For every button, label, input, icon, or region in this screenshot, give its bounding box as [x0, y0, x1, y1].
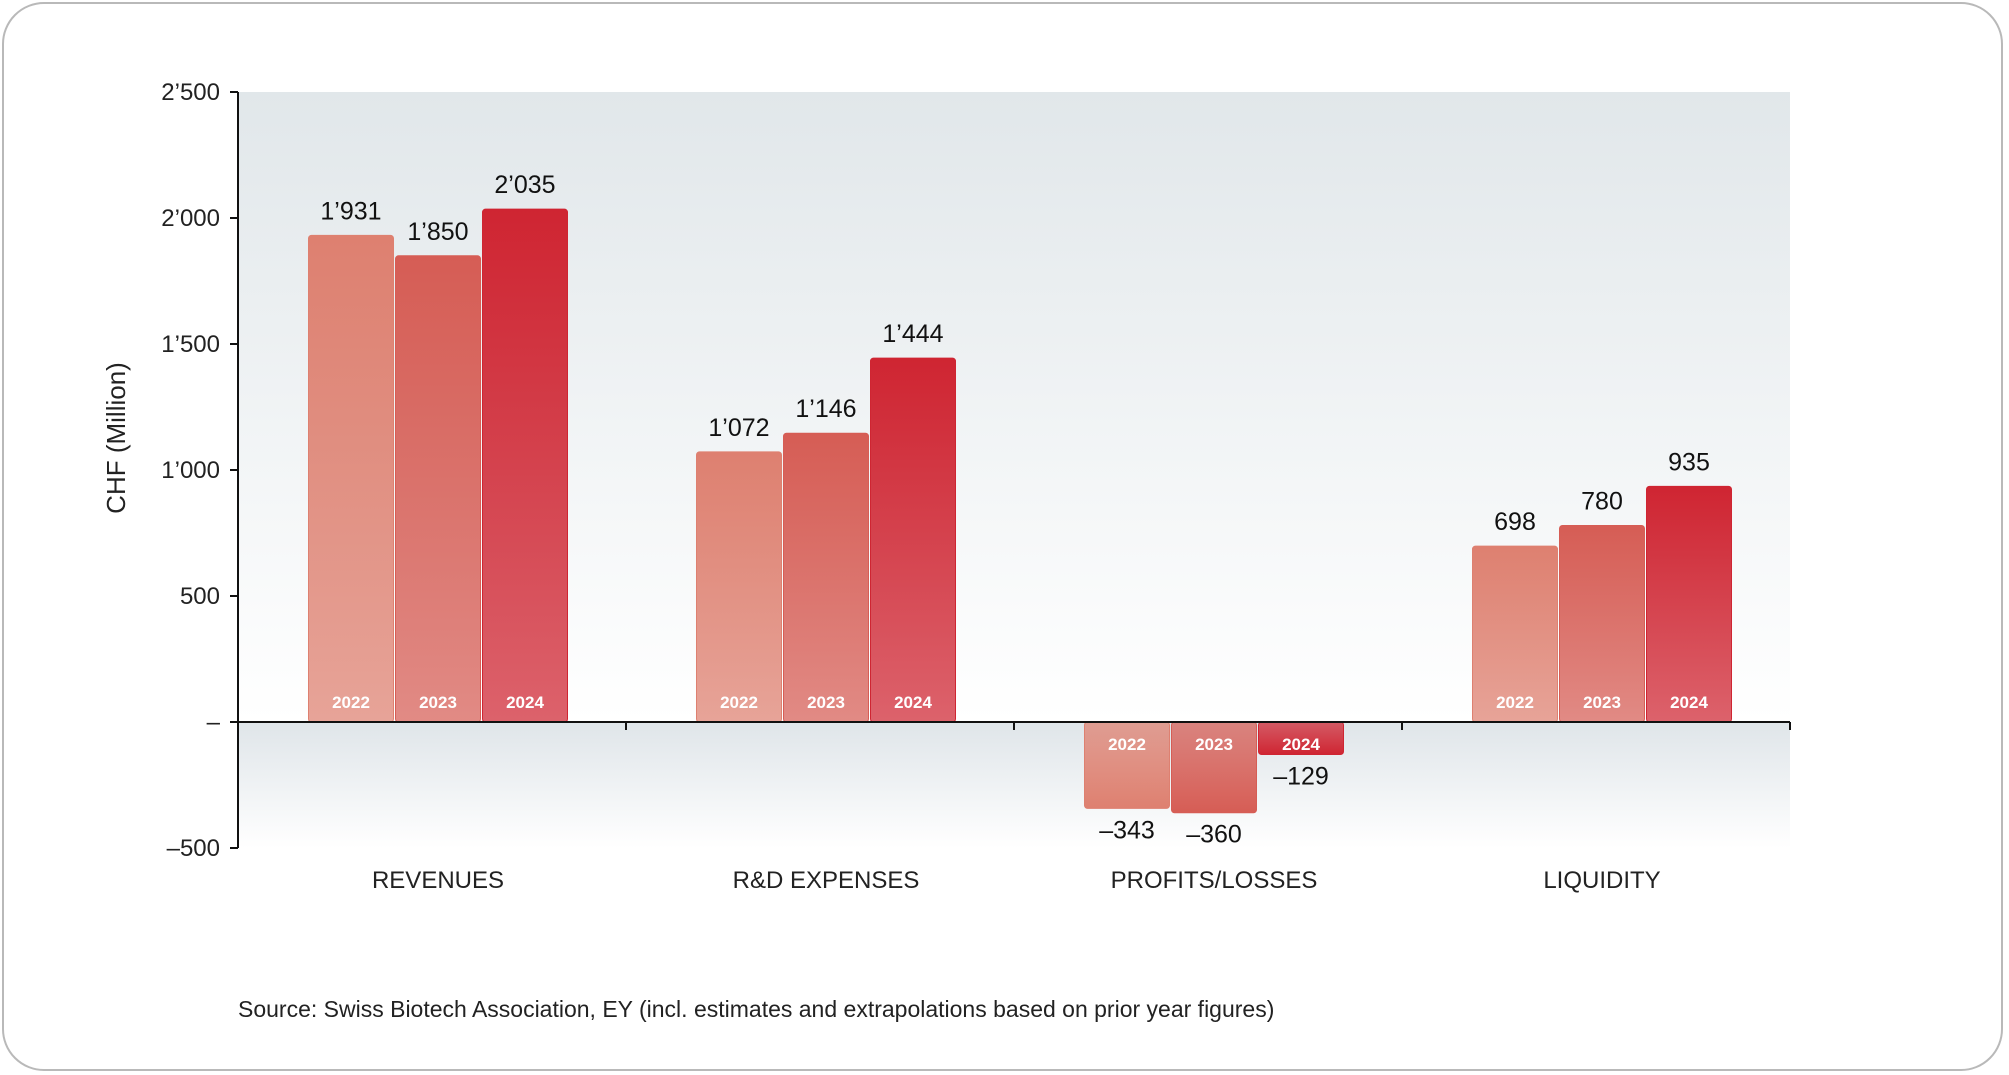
- y-tick-label: 500: [180, 583, 220, 610]
- bar-year-label: 2024: [506, 693, 544, 712]
- bar-revenues-2022: [308, 234, 394, 723]
- bar-year-label: 2023: [807, 693, 845, 712]
- labels-layer: 2022 1’931 2023 1’850 2024 2’035 REVENUES 2022 1…: [161, 79, 1710, 894]
- bar-year-label: 2022: [720, 693, 758, 712]
- data-label: 1’931: [320, 197, 381, 225]
- plot-background-negative: [238, 722, 1790, 848]
- axes-layer: [230, 91, 1791, 849]
- y-tick-label: 1’000: [161, 457, 220, 484]
- data-label: –360: [1186, 821, 1242, 849]
- data-label: 1’146: [795, 395, 856, 423]
- bar-year-label: 2024: [1670, 693, 1708, 712]
- bar-revenues-2023: [395, 255, 481, 723]
- bar-year-label: 2023: [419, 693, 457, 712]
- data-label: –129: [1273, 763, 1329, 791]
- category-label: REVENUES: [372, 867, 504, 894]
- data-label: 1’850: [407, 218, 468, 246]
- data-label: 1’072: [708, 414, 769, 442]
- bars-layer: [308, 208, 1732, 814]
- bar-liquidity-2024: [1646, 485, 1732, 723]
- bar-r-d-expenses-2022: [696, 451, 782, 723]
- bar-year-label: 2024: [894, 693, 932, 712]
- data-label: 1’444: [882, 320, 943, 348]
- bar-year-label: 2022: [1108, 735, 1146, 754]
- bar-year-label: 2022: [332, 693, 370, 712]
- data-label: 2’035: [494, 171, 555, 199]
- bar-year-label: 2024: [1282, 735, 1320, 754]
- y-tick-label: 2’500: [161, 79, 220, 106]
- bar-r-d-expenses-2023: [783, 432, 869, 723]
- bar-year-label: 2023: [1583, 693, 1621, 712]
- data-label: 780: [1581, 487, 1623, 515]
- y-tick-label: 2’000: [161, 205, 220, 232]
- bar-revenues-2024: [482, 208, 568, 723]
- bar-year-label: 2022: [1496, 693, 1534, 712]
- bar-year-label: 2023: [1195, 735, 1233, 754]
- category-label: R&D EXPENSES: [733, 867, 920, 894]
- bar-r-d-expenses-2024: [870, 357, 956, 723]
- y-tick-label: 1’500: [161, 331, 220, 358]
- y-axis-title: CHF (Million): [101, 362, 131, 514]
- data-label: –343: [1099, 816, 1155, 844]
- category-label: LIQUIDITY: [1543, 867, 1660, 894]
- data-label: 698: [1494, 508, 1536, 536]
- y-tick-label: –: [207, 709, 221, 736]
- y-tick-label: –500: [167, 835, 220, 862]
- source-note: Source: Swiss Biotech Association, EY (i…: [238, 996, 1275, 1022]
- category-label: PROFITS/LOSSES: [1111, 867, 1318, 894]
- data-label: 935: [1668, 448, 1710, 476]
